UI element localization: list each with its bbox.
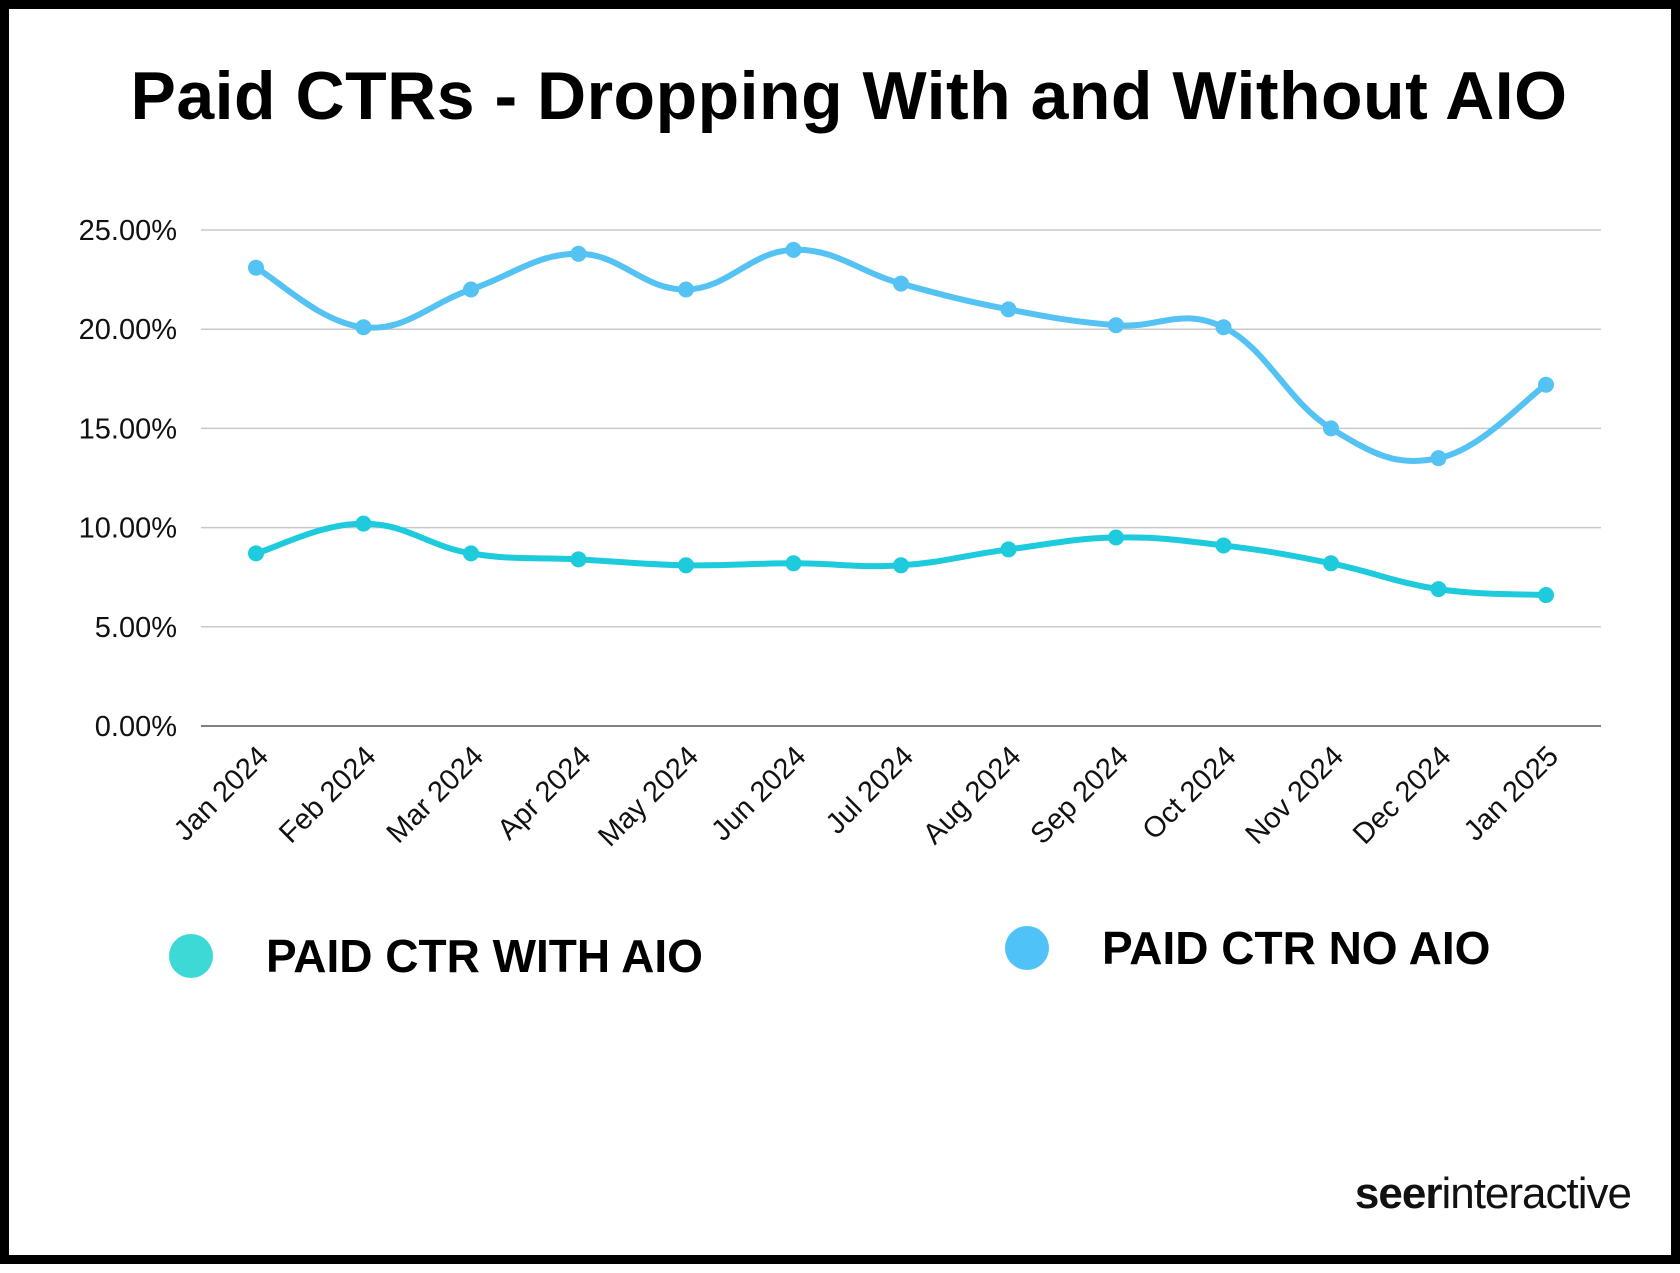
data-point (355, 515, 372, 532)
x-tick-label: Jul 2024 (820, 740, 920, 840)
x-tick-label: Apr 2024 (492, 740, 598, 846)
x-tick-label: May 2024 (592, 740, 705, 853)
data-point (1323, 555, 1339, 572)
y-tick-label: 0.00% (95, 711, 177, 743)
x-tick-label: Jan 2025 (1458, 740, 1565, 847)
x-tick-label: Feb 2024 (273, 740, 382, 849)
data-point (1430, 450, 1447, 467)
data-point (893, 557, 909, 574)
series-lines (248, 241, 1554, 604)
data-point (355, 319, 372, 336)
legend-label-no-aio: PAID CTR NO AIO (1102, 922, 1491, 974)
y-tick-label: 20.00% (79, 314, 177, 346)
x-tick-label: Jan 2024 (168, 740, 275, 847)
data-point (1538, 376, 1554, 393)
legend-swatch-with-aio (169, 934, 213, 978)
data-point (463, 281, 479, 298)
data-point (1000, 301, 1017, 318)
gridlines (201, 229, 1601, 727)
chart-title: Paid CTRs - Dropping With and Without AI… (130, 58, 1568, 134)
data-point (248, 545, 264, 562)
data-point (1538, 587, 1554, 604)
legend-label-with-aio: PAID CTR WITH AIO (266, 930, 703, 982)
brand-logo-part2: interactive (1441, 1169, 1632, 1218)
data-point (1215, 537, 1232, 554)
x-tick-label: Jun 2024 (705, 740, 812, 847)
x-tick-label: Dec 2024 (1347, 740, 1457, 850)
data-point (893, 275, 909, 292)
y-tick-label: 5.00% (95, 612, 177, 644)
data-point (1215, 319, 1232, 336)
data-point (463, 545, 479, 562)
legend-item-with-aio: PAID CTR WITH AIO (169, 929, 703, 983)
data-point (1430, 581, 1447, 598)
legend-item-no-aio: PAID CTR NO AIO (1005, 921, 1490, 975)
data-point (570, 245, 587, 262)
legend-swatch-no-aio (1005, 926, 1049, 970)
data-point (1108, 529, 1124, 546)
y-tick-label: 10.00% (79, 513, 177, 545)
x-tick-label: Mar 2024 (381, 740, 490, 849)
data-point (678, 557, 694, 574)
x-tick-label: Aug 2024 (917, 740, 1027, 850)
data-point (248, 259, 264, 276)
y-tick-label: 15.00% (79, 413, 177, 445)
data-point (785, 555, 802, 572)
data-point (678, 281, 694, 298)
x-tick-label: Nov 2024 (1240, 740, 1350, 850)
line-chart: 0.00% 5.00% 10.00% 15.00% 20.00% 25.00% Jan 2… (79, 215, 1601, 853)
x-tick-label: Sep 2024 (1025, 740, 1135, 850)
data-point (1000, 541, 1017, 558)
data-point (570, 551, 587, 568)
y-axis-ticks: 0.00% 5.00% 10.00% 15.00% 20.00% 25.00% (79, 215, 177, 743)
brand-logo-part1: seer (1354, 1169, 1443, 1218)
data-point (1108, 317, 1124, 334)
x-tick-label: Oct 2024 (1137, 740, 1243, 846)
y-tick-label: 25.00% (79, 215, 177, 247)
data-point (1323, 420, 1339, 437)
brand-logo: seerinteractive (1354, 1169, 1632, 1219)
data-point (785, 241, 802, 258)
